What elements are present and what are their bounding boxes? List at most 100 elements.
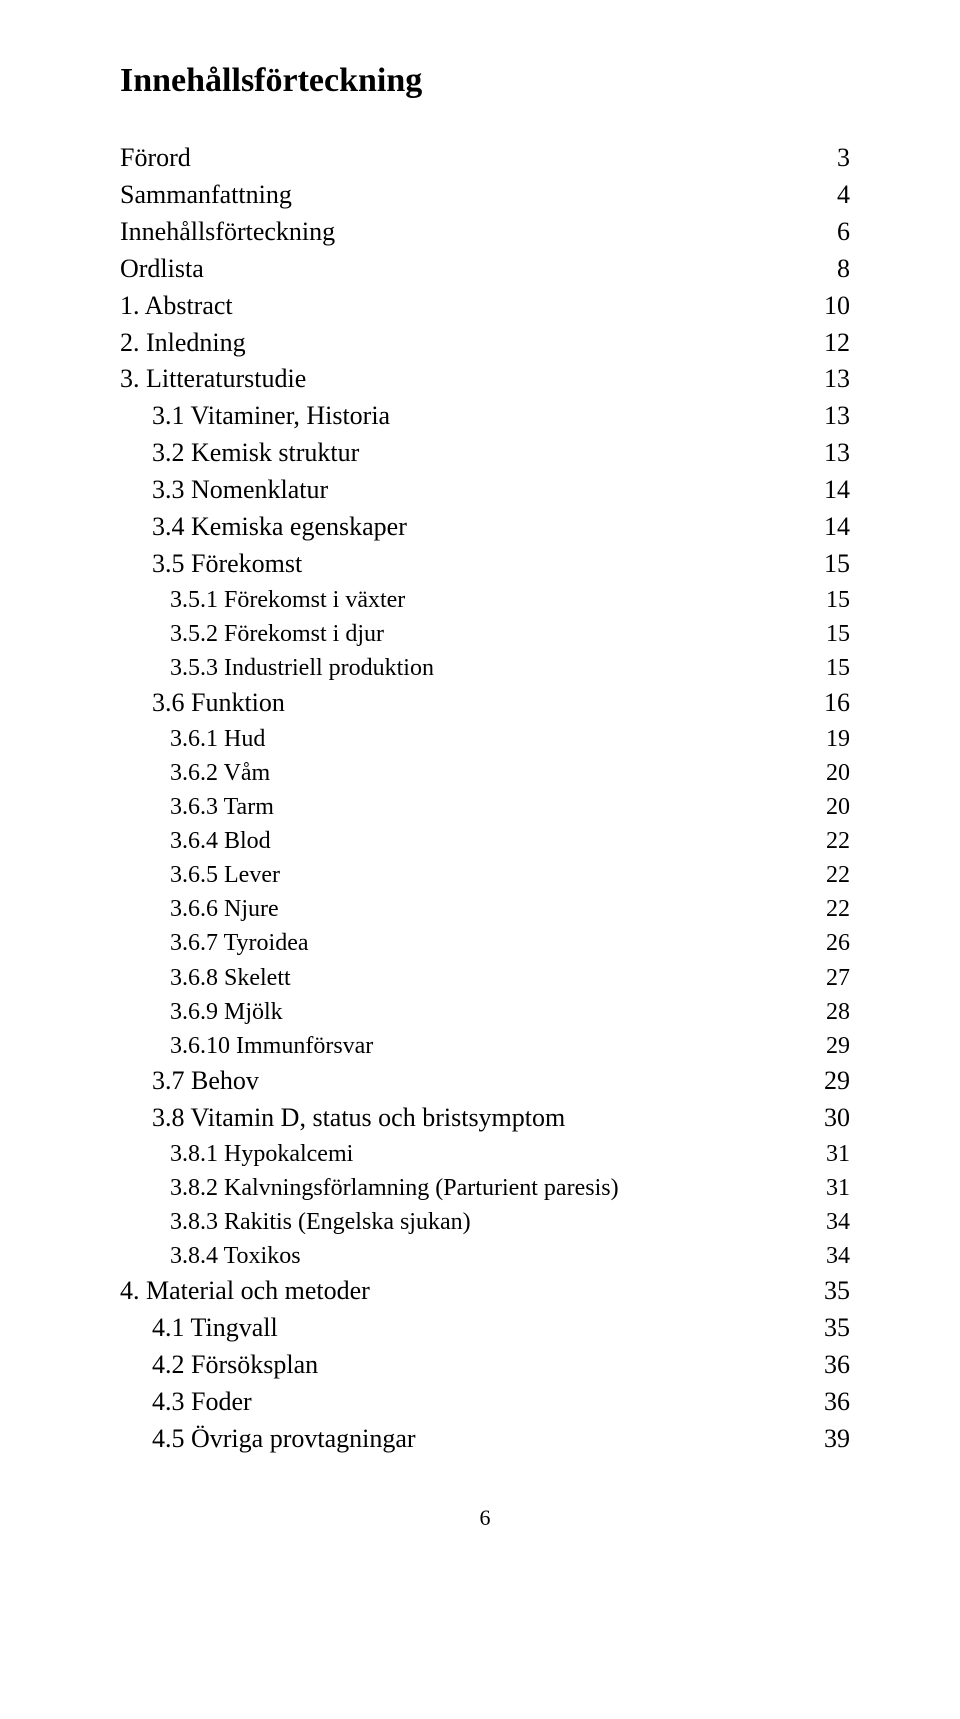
toc-entry-label: 3.8.3 Rakitis (Engelska sjukan) [170,1205,471,1239]
toc-entry-page: 22 [826,858,850,892]
toc-row: 3.6.4 Blod 22 [120,824,850,858]
toc-entry-label: 3.8 Vitamin D, status och bristsymptom [152,1100,565,1137]
toc-entry-page: 13 [824,398,850,435]
toc-entry-page: 27 [826,961,850,995]
toc-row: 4.3 Foder 36 [120,1384,850,1421]
toc-row: 3.8.2 Kalvningsförlamning (Parturient pa… [120,1171,850,1205]
toc-entry-label: 3.6.6 Njure [170,892,279,926]
toc-row: 1. Abstract 10 [120,288,850,325]
toc-entry-page: 6 [837,214,850,251]
toc-entry-page: 35 [824,1310,850,1347]
toc-row: 3.5.2 Förekomst i djur 15 [120,617,850,651]
toc-entry-page: 34 [826,1239,850,1273]
page-footer-number: 6 [120,1505,850,1531]
toc-row: Innehållsförteckning 6 [120,214,850,251]
document-page: Innehållsförteckning Förord3Sammanfattni… [0,0,960,1571]
toc-entry-page: 8 [837,251,850,288]
toc-entry-label: 3.6.2 Våm [170,756,270,790]
toc-entry-page: 36 [824,1347,850,1384]
toc-entry-label: 3.5.2 Förekomst i djur [170,617,384,651]
toc-entry-page: 13 [824,361,850,398]
toc-entry-label: 3.8.2 Kalvningsförlamning (Parturient pa… [170,1171,619,1205]
toc-entry-page: 13 [824,435,850,472]
toc-entry-page: 31 [826,1137,850,1171]
toc-row: 3.8.4 Toxikos 34 [120,1239,850,1273]
toc-row: 3.6.5 Lever 22 [120,858,850,892]
toc-entry-page: 20 [826,756,850,790]
toc-entry-label: 3.5.3 Industriell produktion [170,651,434,685]
toc-entry-label: 4.5 Övriga provtagningar [152,1421,416,1458]
toc-row: 2. Inledning 12 [120,325,850,362]
toc-entry-page: 15 [826,583,850,617]
toc-entry-page: 35 [824,1273,850,1310]
toc-entry-page: 15 [824,546,850,583]
toc-entry-page: 22 [826,892,850,926]
toc-entry-page: 19 [826,722,850,756]
toc-row: 3.2 Kemisk struktur 13 [120,435,850,472]
toc-entry-label: 3.6.5 Lever [170,858,280,892]
toc-row: 4.1 Tingvall 35 [120,1310,850,1347]
toc-entry-label: 3.7 Behov [152,1063,259,1100]
toc-entry-page: 15 [826,617,850,651]
toc-entry-label: 3.1 Vitaminer, Historia [152,398,390,435]
toc-row: 3.6.10 Immunförsvar 29 [120,1029,850,1063]
toc-row: 3.8.3 Rakitis (Engelska sjukan) 34 [120,1205,850,1239]
toc-entry-page: 16 [824,685,850,722]
toc-entry-label: 3.8.1 Hypokalcemi [170,1137,353,1171]
toc-entry-label: 3.5 Förekomst [152,546,302,583]
toc-entry-label: 3.8.4 Toxikos [170,1239,301,1273]
toc-row: 3.6 Funktion 16 [120,685,850,722]
toc-row: 3.6.6 Njure 22 [120,892,850,926]
toc-entry-page: 14 [824,472,850,509]
toc-entry-page: 26 [826,926,850,960]
toc-entry-page: 12 [824,325,850,362]
toc-row: 3.4 Kemiska egenskaper 14 [120,509,850,546]
toc-entry-label: 3. Litteraturstudie [120,361,306,398]
toc-entry-page: 14 [824,509,850,546]
toc-entry-label: 2. Inledning [120,325,246,362]
toc-entry-page: 36 [824,1384,850,1421]
toc-entry-page: 22 [826,824,850,858]
toc-entry-label: 3.6.4 Blod [170,824,271,858]
toc-row: Sammanfattning 4 [120,177,850,214]
toc-row: 3.5.3 Industriell produktion 15 [120,651,850,685]
toc-entry-label: 3.6.10 Immunförsvar [170,1029,373,1063]
toc-entry-page: 34 [826,1205,850,1239]
toc-entry-label: 3.6.1 Hud [170,722,265,756]
toc-row: 3.6.8 Skelett 27 [120,961,850,995]
toc-entry-page: 10 [824,288,850,325]
toc-entry-label: 4.3 Foder [152,1384,252,1421]
toc-entry-label: 3.2 Kemisk struktur [152,435,359,472]
toc-entry-label: 3.6.3 Tarm [170,790,274,824]
toc-row: 3.8.1 Hypokalcemi 31 [120,1137,850,1171]
toc-entry-label: 3.4 Kemiska egenskaper [152,509,407,546]
toc-entry-label: 3.6.7 Tyroidea [170,926,309,960]
toc-entry-page: 4 [837,177,850,214]
toc-row: 3.7 Behov29 [120,1063,850,1100]
toc-row: 4. Material och metoder 35 [120,1273,850,1310]
toc-row: 3.5.1 Förekomst i växter 15 [120,583,850,617]
toc-entry-label: 4.1 Tingvall [152,1310,278,1347]
toc-entry-label: 1. Abstract [120,288,233,325]
toc-entry-label: Innehållsförteckning [120,214,335,251]
toc-row: 3.6.2 Våm 20 [120,756,850,790]
toc-row: 3.6.1 Hud 19 [120,722,850,756]
toc-entry-page: 28 [826,995,850,1029]
toc-entry-label: Sammanfattning [120,177,292,214]
toc-entry-label: 4. Material och metoder [120,1273,370,1310]
toc-row: 3.3 Nomenklatur14 [120,472,850,509]
page-title: Innehållsförteckning [120,62,850,100]
toc-entry-label: 3.5.1 Förekomst i växter [170,583,405,617]
toc-entry-page: 31 [826,1171,850,1205]
toc-row: 4.5 Övriga provtagningar39 [120,1421,850,1458]
toc-entry-label: Förord [120,140,191,177]
toc-entry-page: 15 [826,651,850,685]
table-of-contents: Förord3Sammanfattning4Innehållsförteckni… [120,140,850,1457]
toc-entry-label: 3.6.8 Skelett [170,961,291,995]
toc-entry-label: 3.6 Funktion [152,685,285,722]
toc-row: 3. Litteraturstudie 13 [120,361,850,398]
toc-row: 3.1 Vitaminer, Historia 13 [120,398,850,435]
toc-entry-page: 29 [826,1029,850,1063]
toc-row: Förord3 [120,140,850,177]
toc-entry-label: Ordlista [120,251,204,288]
